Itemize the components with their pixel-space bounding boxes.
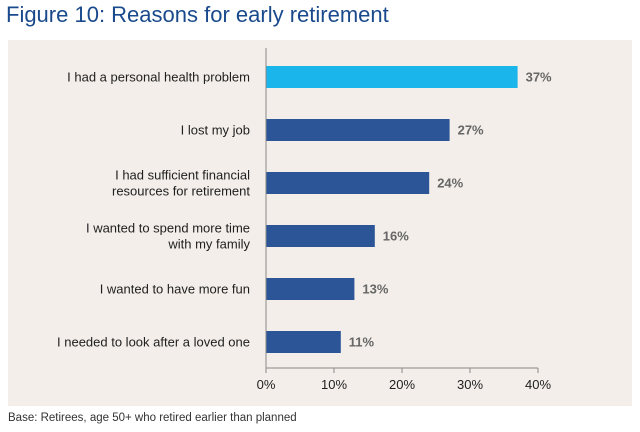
- data-label: 37%: [526, 70, 552, 85]
- category-label: I had a personal health problem: [67, 70, 250, 85]
- x-tick-label: 0%: [257, 377, 276, 392]
- bar: [266, 172, 430, 194]
- data-label: 13%: [362, 282, 388, 297]
- x-tick-label: 10%: [321, 377, 347, 392]
- data-label: 27%: [458, 123, 484, 138]
- bar: [266, 278, 355, 300]
- category-label: I had sufficient financial resources for …: [112, 168, 250, 199]
- bar: [266, 66, 518, 88]
- category-label: I wanted to spend more time with my famil…: [86, 221, 251, 252]
- bar: [266, 225, 375, 247]
- x-tick-label: 20%: [389, 377, 415, 392]
- category-label: I wanted to have more fun: [100, 282, 250, 297]
- bar: [266, 331, 341, 353]
- chart-title: Figure 10: Reasons for early retirement: [6, 2, 389, 27]
- bar: [266, 119, 450, 141]
- chart-footnote: Base: Retirees, age 50+ who retired earl…: [8, 412, 297, 424]
- bar-chart: I had a personal health problem 37% I lost…: [57, 48, 552, 392]
- data-label: 24%: [437, 176, 463, 191]
- chart-panel: I had a personal health problem 37% I lost…: [8, 40, 632, 406]
- category-label: I lost my job: [181, 123, 250, 138]
- data-label: 16%: [383, 229, 409, 244]
- x-tick-label: 40%: [525, 377, 551, 392]
- data-label: 11%: [349, 335, 375, 350]
- category-label: I needed to look after a loved one: [57, 335, 250, 350]
- x-tick-label: 30%: [457, 377, 483, 392]
